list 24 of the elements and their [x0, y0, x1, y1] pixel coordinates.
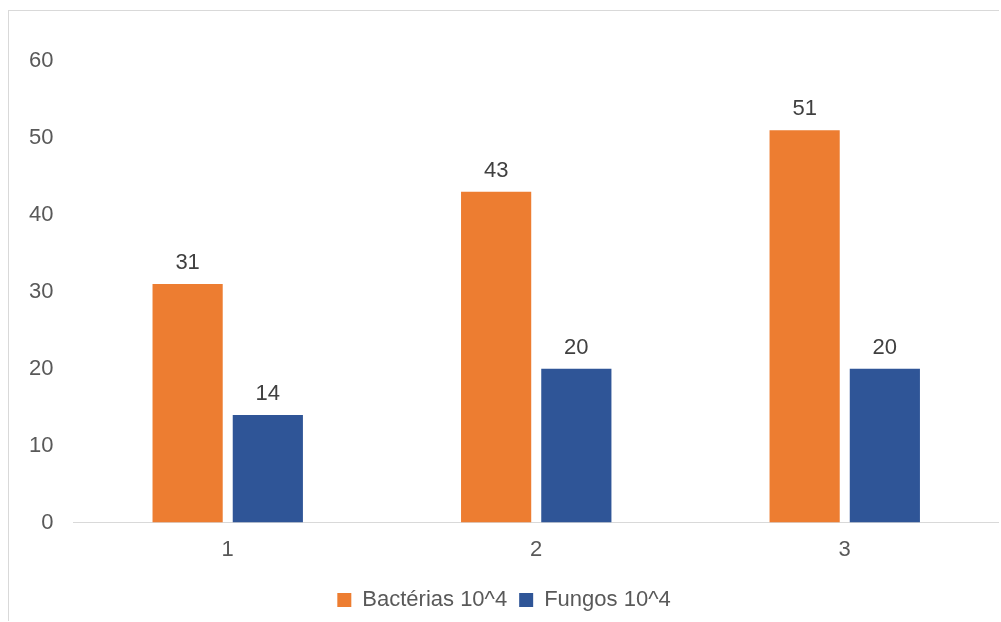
data-label: 14 — [255, 379, 281, 405]
y-tick-label: 30 — [28, 277, 54, 303]
y-tick-label: 20 — [28, 354, 54, 380]
y-tick-label: 40 — [28, 200, 54, 226]
data-label: 20 — [872, 333, 898, 359]
bar — [232, 414, 303, 523]
x-tick-label: 1 — [221, 535, 234, 561]
x-tick-label: 2 — [530, 535, 543, 561]
x-tick-label: 3 — [838, 535, 851, 561]
legend-label: Bactérias 10^4 — [362, 586, 508, 612]
bar — [769, 130, 840, 523]
y-tick-label: 60 — [28, 47, 54, 73]
bar — [849, 368, 920, 523]
y-tick-label: 10 — [28, 431, 54, 457]
data-label: 31 — [175, 249, 200, 275]
data-label: 43 — [483, 156, 509, 182]
y-tick-label: 0 — [41, 508, 54, 534]
bar — [461, 191, 532, 523]
bar — [152, 284, 223, 523]
bar — [541, 368, 612, 523]
data-label: 20 — [564, 333, 589, 359]
data-label: 51 — [792, 95, 817, 121]
legend-label: Fungos 10^4 — [544, 586, 671, 612]
y-tick-label: 50 — [28, 124, 54, 149]
